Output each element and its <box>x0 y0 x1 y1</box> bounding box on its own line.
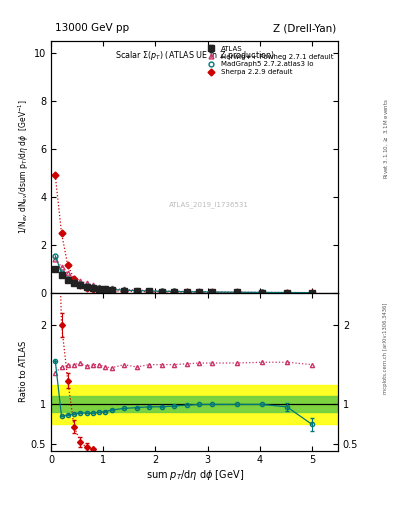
Sherpa 2.2.9 default <box>209 289 214 295</box>
Sherpa 2.2.9 default <box>147 289 152 295</box>
Sherpa 2.2.9 default <box>259 290 264 296</box>
MadGraph5 2.7.2.atlas3 lo <box>184 289 189 295</box>
Herwig++ Powheg 2.7.1 default <box>65 270 70 276</box>
Sherpa 2.2.9 default <box>310 290 314 296</box>
Legend: ATLAS, Herwig++ Powheg 2.7.1 default, MadGraph5 2.7.2.atlas3 lo, Sherpa 2.2.9 de: ATLAS, Herwig++ Powheg 2.7.1 default, Ma… <box>202 45 334 76</box>
Bar <box>51 385 338 424</box>
Herwig++ Powheg 2.7.1 default <box>259 289 264 295</box>
Herwig++ Powheg 2.7.1 default <box>84 281 89 287</box>
Sherpa 2.2.9 default <box>235 289 239 295</box>
Sherpa 2.2.9 default <box>184 289 189 295</box>
Y-axis label: 1/N$_{ev}$ dN$_{ev}$/dsum p$_{T}$/d$\eta$ d$\phi$  [GeV$^{-1}$]: 1/N$_{ev}$ dN$_{ev}$/dsum p$_{T}$/d$\eta… <box>17 99 31 234</box>
Herwig++ Powheg 2.7.1 default <box>53 257 58 263</box>
Sherpa 2.2.9 default <box>109 288 114 294</box>
Herwig++ Powheg 2.7.1 default <box>310 289 314 295</box>
MadGraph5 2.7.2.atlas3 lo <box>90 284 95 290</box>
MadGraph5 2.7.2.atlas3 lo <box>134 288 139 294</box>
MadGraph5 2.7.2.atlas3 lo <box>310 290 314 296</box>
Text: 13000 GeV pp: 13000 GeV pp <box>55 23 129 33</box>
Herwig++ Powheg 2.7.1 default <box>59 264 64 270</box>
Text: Rivet 3.1.10, $\geq$ 3.1M events: Rivet 3.1.10, $\geq$ 3.1M events <box>382 98 390 179</box>
Sherpa 2.2.9 default <box>90 286 95 292</box>
Sherpa 2.2.9 default <box>122 288 127 294</box>
Herwig++ Powheg 2.7.1 default <box>97 284 101 290</box>
Bar <box>51 396 338 412</box>
MadGraph5 2.7.2.atlas3 lo <box>84 283 89 289</box>
Line: Sherpa 2.2.9 default: Sherpa 2.2.9 default <box>53 173 314 295</box>
MadGraph5 2.7.2.atlas3 lo <box>65 275 70 282</box>
MadGraph5 2.7.2.atlas3 lo <box>259 289 264 295</box>
Line: Herwig++ Powheg 2.7.1 default: Herwig++ Powheg 2.7.1 default <box>53 257 314 295</box>
Sherpa 2.2.9 default <box>134 288 139 294</box>
Sherpa 2.2.9 default <box>72 275 76 282</box>
Sherpa 2.2.9 default <box>197 289 202 295</box>
MadGraph5 2.7.2.atlas3 lo <box>147 288 152 294</box>
Sherpa 2.2.9 default <box>159 289 164 295</box>
Text: ATLAS_2019_I1736531: ATLAS_2019_I1736531 <box>169 201 249 208</box>
Herwig++ Powheg 2.7.1 default <box>103 285 108 291</box>
MadGraph5 2.7.2.atlas3 lo <box>109 286 114 292</box>
Herwig++ Powheg 2.7.1 default <box>285 289 289 295</box>
Sherpa 2.2.9 default <box>172 289 176 295</box>
Sherpa 2.2.9 default <box>285 290 289 296</box>
MadGraph5 2.7.2.atlas3 lo <box>197 289 202 295</box>
MadGraph5 2.7.2.atlas3 lo <box>103 286 108 292</box>
Sherpa 2.2.9 default <box>78 282 83 288</box>
MadGraph5 2.7.2.atlas3 lo <box>159 288 164 294</box>
Y-axis label: Ratio to ATLAS: Ratio to ATLAS <box>19 341 28 402</box>
MadGraph5 2.7.2.atlas3 lo <box>97 285 101 291</box>
MadGraph5 2.7.2.atlas3 lo <box>285 289 289 295</box>
Text: mcplots.cern.ch [arXiv:1306.3436]: mcplots.cern.ch [arXiv:1306.3436] <box>384 303 388 394</box>
Sherpa 2.2.9 default <box>59 230 64 236</box>
Sherpa 2.2.9 default <box>65 262 70 268</box>
MadGraph5 2.7.2.atlas3 lo <box>209 289 214 295</box>
MadGraph5 2.7.2.atlas3 lo <box>122 287 127 293</box>
Herwig++ Powheg 2.7.1 default <box>172 288 176 294</box>
Herwig++ Powheg 2.7.1 default <box>78 278 83 284</box>
Line: MadGraph5 2.7.2.atlas3 lo: MadGraph5 2.7.2.atlas3 lo <box>53 253 314 295</box>
X-axis label: sum $p_{T}$/d$\eta$ d$\phi$ [GeV]: sum $p_{T}$/d$\eta$ d$\phi$ [GeV] <box>145 468 244 482</box>
Herwig++ Powheg 2.7.1 default <box>197 289 202 295</box>
Sherpa 2.2.9 default <box>84 285 89 291</box>
Herwig++ Powheg 2.7.1 default <box>90 282 95 288</box>
Sherpa 2.2.9 default <box>97 287 101 293</box>
Herwig++ Powheg 2.7.1 default <box>147 287 152 293</box>
MadGraph5 2.7.2.atlas3 lo <box>59 269 64 275</box>
Herwig++ Powheg 2.7.1 default <box>159 288 164 294</box>
Herwig++ Powheg 2.7.1 default <box>109 285 114 291</box>
Herwig++ Powheg 2.7.1 default <box>134 287 139 293</box>
MadGraph5 2.7.2.atlas3 lo <box>235 289 239 295</box>
MadGraph5 2.7.2.atlas3 lo <box>172 288 176 294</box>
Sherpa 2.2.9 default <box>103 288 108 294</box>
Herwig++ Powheg 2.7.1 default <box>209 289 214 295</box>
Herwig++ Powheg 2.7.1 default <box>122 286 127 292</box>
Text: Z (Drell-Yan): Z (Drell-Yan) <box>273 23 336 33</box>
MadGraph5 2.7.2.atlas3 lo <box>78 281 83 287</box>
Herwig++ Powheg 2.7.1 default <box>235 289 239 295</box>
MadGraph5 2.7.2.atlas3 lo <box>72 279 76 285</box>
Herwig++ Powheg 2.7.1 default <box>184 288 189 294</box>
Herwig++ Powheg 2.7.1 default <box>72 275 76 281</box>
MadGraph5 2.7.2.atlas3 lo <box>53 253 58 259</box>
Text: Scalar $\Sigma(p_{T})$ (ATLAS UE in Z production): Scalar $\Sigma(p_{T})$ (ATLAS UE in Z pr… <box>115 49 274 61</box>
Sherpa 2.2.9 default <box>53 173 58 179</box>
